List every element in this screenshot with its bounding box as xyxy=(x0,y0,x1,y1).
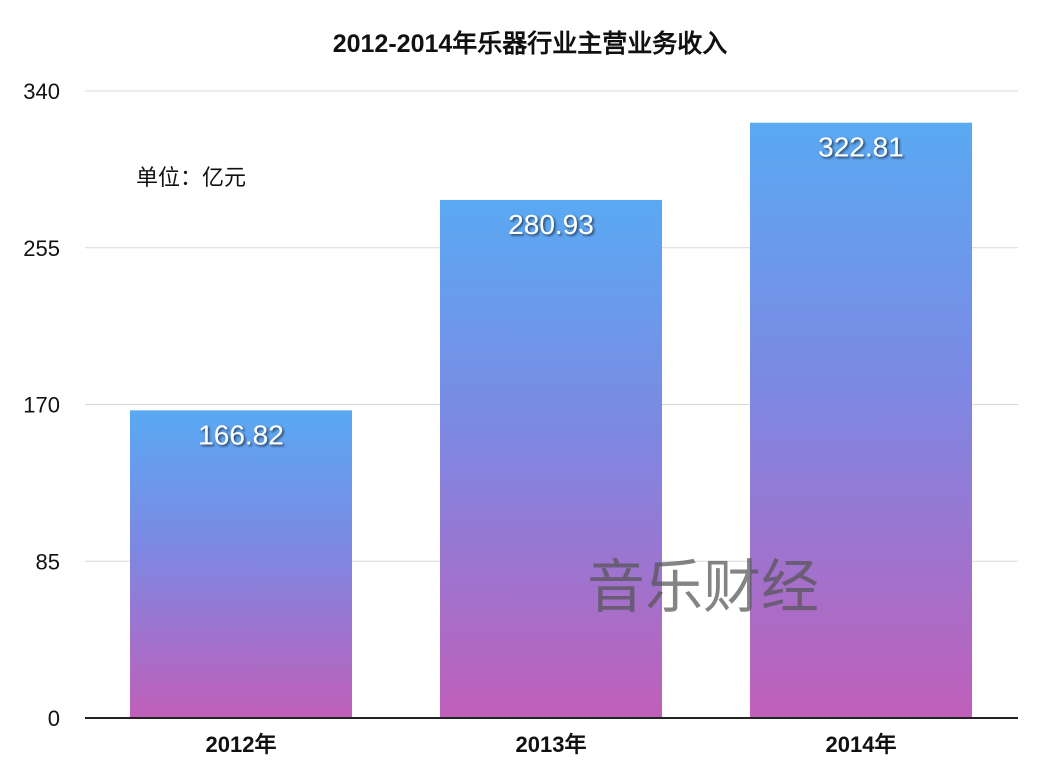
bar xyxy=(130,410,352,718)
watermark-text: 音乐财经 xyxy=(587,555,819,620)
x-tick-label: 2013年 xyxy=(516,732,587,757)
bar xyxy=(750,122,972,719)
chart-title: 2012-2014年乐器行业主营业务收入 xyxy=(333,29,728,58)
unit-label: 单位：亿元 xyxy=(136,165,246,190)
bar-value-label: 322.81 xyxy=(818,132,904,163)
x-tick-label: 2012年 xyxy=(206,732,277,757)
y-tick-label: 340 xyxy=(23,79,60,104)
x-tick-label: 2014年 xyxy=(826,732,897,757)
y-tick-label: 255 xyxy=(23,236,60,261)
value-labels: 166.82 280.93 322.81 xyxy=(198,132,904,451)
y-tick-label: 85 xyxy=(36,549,60,574)
y-axis-ticks: 0 85 170 255 340 xyxy=(23,79,60,731)
y-tick-label: 170 xyxy=(23,393,60,418)
bar-value-label: 166.82 xyxy=(198,419,284,450)
bars xyxy=(130,122,972,719)
y-tick-label: 0 xyxy=(48,706,60,731)
bar-value-label: 280.93 xyxy=(508,209,594,240)
x-axis-ticks: 2012年 2013年 2014年 xyxy=(206,732,897,757)
bar xyxy=(440,199,662,719)
